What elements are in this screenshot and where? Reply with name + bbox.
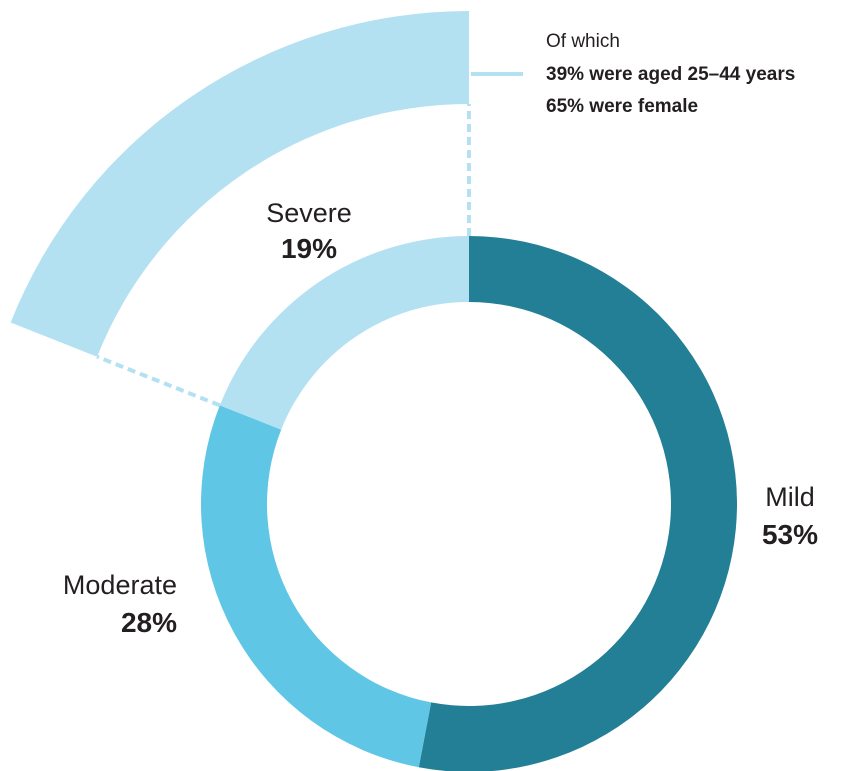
label-mild-value: 53%	[762, 519, 818, 550]
callout-heading: Of which	[546, 31, 620, 52]
label-moderate-name: Moderate	[63, 570, 177, 600]
label-moderate-value: 28%	[121, 607, 177, 638]
callout-line-sex: 65% were female	[546, 96, 698, 117]
label-mild-name: Mild	[765, 482, 815, 512]
slice-mild	[418, 236, 737, 771]
slice-severe-expanded	[10, 11, 470, 357]
label-severe-name: Severe	[266, 198, 352, 228]
slice-moderate	[200, 405, 432, 768]
callout-line-age: 39% were aged 25–44 years	[546, 64, 795, 85]
label-severe-value: 19%	[281, 233, 337, 264]
slice-severe	[219, 235, 469, 430]
severe-expanded-group	[10, 11, 471, 408]
donut-slices	[200, 235, 737, 771]
severe-dashed-connector-left	[96, 354, 221, 408]
